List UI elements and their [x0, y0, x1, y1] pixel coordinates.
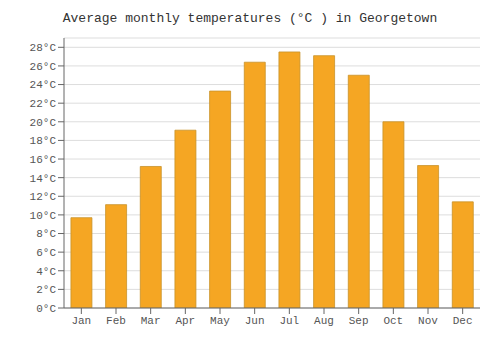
svg-text:0°C: 0°C: [36, 303, 56, 315]
svg-text:Jul: Jul: [279, 315, 299, 327]
svg-text:22°C: 22°C: [30, 98, 57, 110]
svg-text:Dec: Dec: [453, 315, 473, 327]
svg-text:Sep: Sep: [349, 315, 369, 327]
svg-text:12°C: 12°C: [30, 191, 57, 203]
svg-text:6°C: 6°C: [36, 247, 56, 259]
svg-text:20°C: 20°C: [30, 117, 57, 129]
svg-text:2°C: 2°C: [36, 284, 56, 296]
svg-text:Aug: Aug: [314, 315, 334, 327]
html-text:Average monthly temperatures (: Average monthly temperatures (°C ) in Ge…: [62, 11, 438, 26]
svg-text:Mar: Mar: [141, 315, 161, 327]
svg-text:10°C: 10°C: [30, 210, 57, 222]
svg-text:14°C: 14°C: [30, 173, 57, 185]
svg-text:Nov: Nov: [418, 315, 438, 327]
svg-text:May: May: [210, 315, 230, 327]
svg-text:18°C: 18°C: [30, 135, 57, 147]
svg-text:8°C: 8°C: [36, 228, 56, 240]
svg-text:Feb: Feb: [106, 315, 126, 327]
svg-text:16°C: 16°C: [30, 154, 57, 166]
svg-text:Oct: Oct: [383, 315, 403, 327]
svg-text:4°C: 4°C: [36, 266, 56, 278]
svg-text:Jun: Jun: [245, 315, 265, 327]
svg-text:Jan: Jan: [71, 315, 91, 327]
svg-text:26°C: 26°C: [30, 61, 57, 73]
svg-text:28°C: 28°C: [30, 42, 57, 54]
svg-text:24°C: 24°C: [30, 79, 57, 91]
svg-text:Apr: Apr: [175, 315, 195, 327]
